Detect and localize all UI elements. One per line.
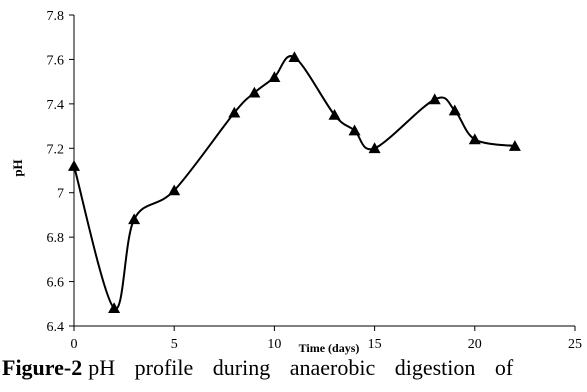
x-tick-labels: 0 5 10 15 20 25 — [71, 337, 583, 352]
data-point — [268, 71, 281, 82]
x-tick-label: 0 — [71, 337, 78, 352]
x-tick-label: 10 — [267, 337, 281, 352]
axes — [69, 14, 576, 331]
data-point — [448, 104, 461, 116]
x-tick-label: 20 — [468, 337, 482, 352]
y-tick-label: 7.6 — [47, 53, 65, 68]
figure-caption-label: Figure-2 — [2, 355, 83, 380]
data-point — [68, 160, 80, 171]
y-tick-label: 7.8 — [47, 9, 65, 24]
y-tick-label: 6.4 — [47, 320, 65, 335]
data-point — [368, 142, 381, 154]
figure-caption: Figure-2 pH profile during anaerobic dige… — [2, 355, 585, 381]
data-point — [168, 184, 181, 196]
data-point — [508, 140, 521, 151]
x-tick-label: 15 — [368, 337, 382, 352]
x-tick-label: 25 — [568, 337, 582, 352]
y-tick-label: 7 — [57, 187, 64, 202]
data-point — [428, 93, 441, 105]
y-tick-label: 7.4 — [47, 98, 65, 113]
y-tick-labels: 6.4 6.6 6.8 7 7.2 7.4 7.6 7.8 — [47, 9, 65, 335]
data-point — [288, 51, 301, 63]
data-point — [348, 124, 361, 136]
data-point — [128, 213, 141, 225]
y-axis-label: pH — [10, 159, 25, 176]
data-point — [328, 108, 341, 120]
y-tick-label: 7.2 — [47, 142, 65, 157]
x-tick-label: 5 — [171, 337, 178, 352]
figure-caption-text: pH profile during anaerobic digestion of — [88, 355, 514, 380]
data-point — [248, 86, 261, 98]
x-axis-label: Time (days) — [299, 341, 360, 355]
data-point — [108, 302, 121, 314]
data-point — [228, 106, 241, 118]
data-point — [468, 133, 481, 145]
y-tick-label: 6.8 — [47, 231, 65, 246]
y-tick-label: 6.6 — [47, 276, 65, 291]
data-point-markers — [68, 51, 521, 314]
series-line — [73, 55, 516, 310]
